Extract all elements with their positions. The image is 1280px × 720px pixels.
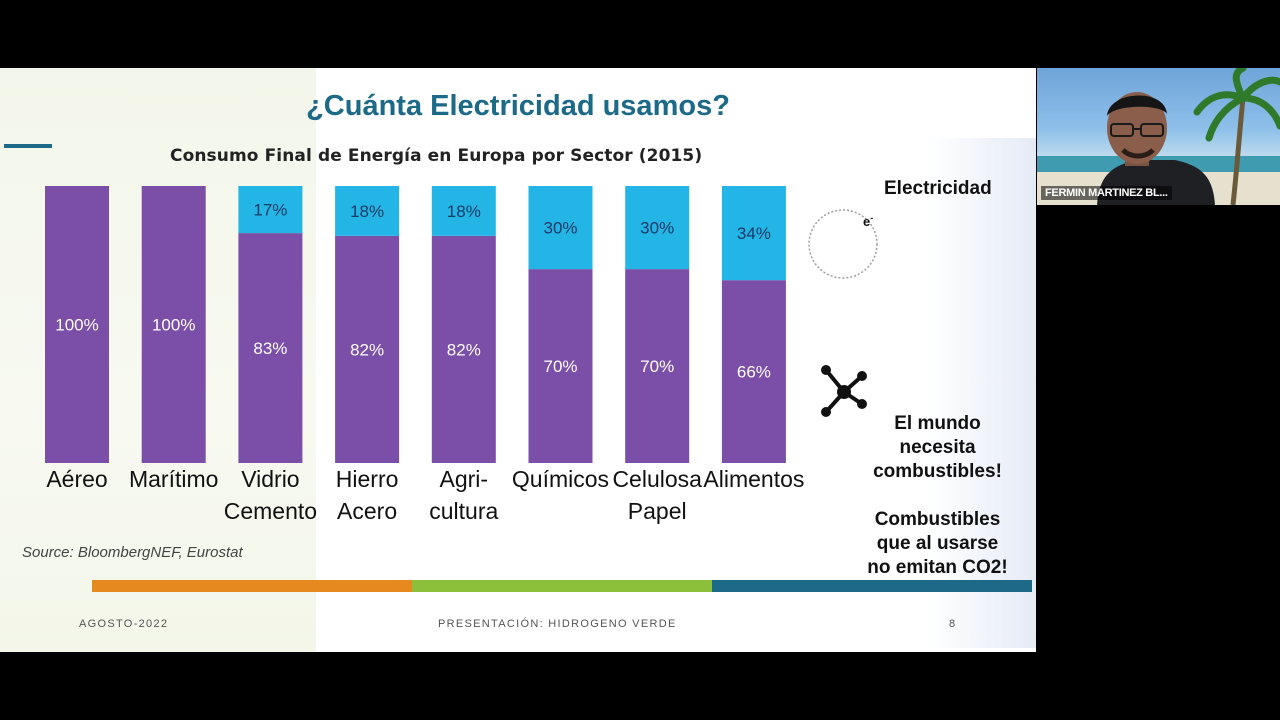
slide-number: 8: [949, 618, 957, 630]
category-label: Marítimo: [129, 466, 218, 492]
data-label: 100%: [55, 316, 98, 335]
note-line: necesita: [899, 437, 976, 458]
stripe-segment-green: [411, 580, 713, 592]
footer-presentation-title: PRESENTACIÓN: HIDROGENO VERDE: [438, 618, 677, 630]
data-label: 82%: [350, 340, 384, 359]
bar-segment: [45, 186, 109, 463]
bar-segment: [721, 280, 786, 463]
webcam-scene: [1037, 68, 1280, 205]
category-label: Celulosa: [612, 466, 702, 492]
data-label: 70%: [543, 357, 577, 376]
bar-segment: [335, 186, 400, 236]
category-label: Aéreo: [46, 466, 107, 492]
data-label: 82%: [447, 340, 481, 359]
stripe-segment-orange: [92, 580, 412, 592]
color-stripe: [92, 580, 1032, 592]
data-label: 66%: [737, 363, 771, 382]
note-line: Combustibles: [874, 509, 1001, 530]
bar-segment: [431, 186, 496, 236]
bar-segment: [335, 235, 400, 463]
stacked-bar-chart: 100% Aéreo 100% Marítimo 83% 17% Vidrio Cemento…: [45, 186, 804, 524]
source-note: Source: BloombergNEF, Eurostat: [22, 544, 243, 561]
electron-icon: e-: [808, 209, 878, 279]
participant-name: FERMIN MARTINEZ BL...: [1041, 186, 1172, 200]
category-label: Agri-: [440, 466, 489, 492]
electricity-label: Electricidad: [884, 178, 992, 199]
note-line: El mundo: [894, 413, 981, 434]
bar-segment: [528, 186, 593, 270]
category-label: Acero: [337, 498, 397, 524]
molecule-icon: [821, 365, 867, 417]
bar-segment: [528, 269, 593, 463]
data-label: 34%: [737, 224, 771, 243]
bar-segment: [431, 235, 496, 463]
note-clean-fuels: Combustibles que al usarse no emitan CO2…: [845, 508, 1030, 580]
category-label: cultura: [429, 498, 498, 524]
category-label: Vidrio: [241, 466, 299, 492]
note-line: combustibles!: [873, 461, 1002, 482]
category-label: Hierro: [336, 466, 399, 492]
category-label: Papel: [628, 498, 687, 524]
data-label: 100%: [152, 316, 195, 335]
presentation-slide: ¿Cuánta Electricidad usamos? Consumo Fin…: [0, 68, 1036, 652]
note-line: no emitan CO2!: [867, 557, 1008, 578]
participant-video-tile[interactable]: FERMIN MARTINEZ BL...: [1037, 68, 1280, 205]
chart-title: Consumo Final de Energía en Europa por S…: [170, 146, 703, 166]
bar-segment: [141, 186, 206, 463]
slide-background-right: [926, 138, 1036, 648]
bar-segment: [625, 269, 690, 463]
footer-date: AGOSTO-2022: [79, 618, 169, 630]
data-label: 30%: [640, 219, 674, 238]
data-label: 70%: [640, 357, 674, 376]
data-label: 17%: [253, 201, 287, 220]
slide-title: ¿Cuánta Electricidad usamos?: [306, 90, 730, 122]
bar-segment: [625, 186, 690, 270]
data-label: 18%: [350, 202, 384, 221]
data-label: 83%: [253, 339, 287, 358]
bar-segment: [238, 186, 303, 234]
category-label: Químicos: [512, 466, 609, 492]
category-label: Alimentos: [703, 466, 804, 492]
note-line: que al usarse: [876, 533, 999, 554]
title-accent-line: [4, 144, 52, 148]
svg-text:e-: e-: [863, 213, 873, 229]
note-world-needs-fuels: El mundo necesita combustibles!: [845, 412, 1030, 484]
bar-segment: [721, 186, 786, 281]
stripe-segment-blue: [712, 580, 1032, 592]
data-label: 30%: [543, 219, 577, 238]
data-label: 18%: [447, 202, 481, 221]
category-label: Cemento: [224, 498, 317, 524]
bar-segment: [238, 233, 303, 463]
